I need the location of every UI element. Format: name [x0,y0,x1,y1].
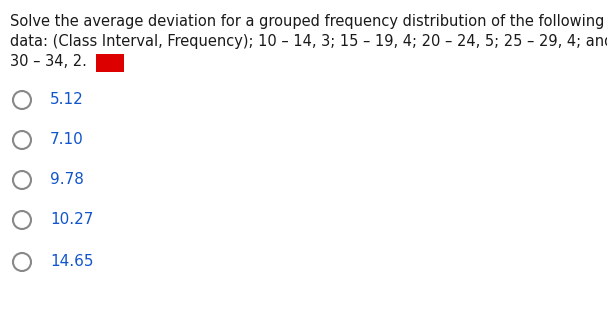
Text: 7.10: 7.10 [50,133,84,148]
Text: 5.12: 5.12 [50,92,84,108]
Text: 9.78: 9.78 [50,172,84,187]
Text: 14.65: 14.65 [50,255,93,270]
FancyBboxPatch shape [96,54,124,72]
Text: data: (Class Interval, Frequency); 10 – 14, 3; 15 – 19, 4; 20 – 24, 5; 25 – 29, : data: (Class Interval, Frequency); 10 – … [10,34,607,49]
Text: 10.27: 10.27 [50,213,93,228]
Text: Solve the average deviation for a grouped frequency distribution of the followin: Solve the average deviation for a groupe… [10,14,605,29]
Text: 30 – 34, 2.: 30 – 34, 2. [10,54,87,69]
